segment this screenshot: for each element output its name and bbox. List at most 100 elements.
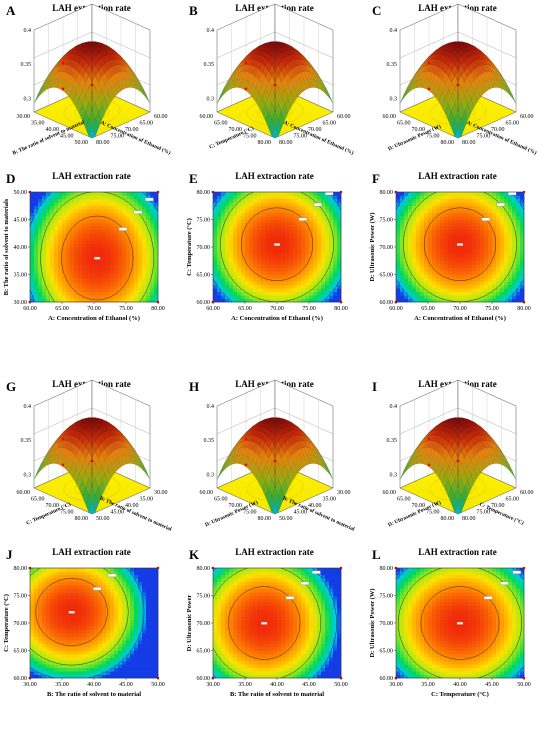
- heatmap-cell: [86, 288, 90, 292]
- heatmap-cell: [46, 261, 50, 265]
- design-point: [62, 87, 65, 90]
- heatmap-cell: [154, 240, 158, 244]
- heatmap-cell: [452, 230, 456, 234]
- heatmap-cell: [508, 254, 512, 258]
- heatmap-cell: [301, 213, 305, 217]
- heatmap-cell: [90, 195, 94, 199]
- heatmap-cell: [305, 237, 309, 241]
- heatmap-cell: [516, 192, 520, 196]
- heatmap-cell: [249, 281, 253, 285]
- heatmap-cell: [34, 240, 38, 244]
- heatmap-cell: [337, 237, 341, 241]
- contour-value-marker: [134, 211, 142, 214]
- heatmap-cell: [78, 206, 82, 210]
- heatmap-cell: [508, 261, 512, 265]
- heatmap-cell: [269, 247, 273, 251]
- heatmap-cell: [440, 257, 444, 261]
- heatmap-cell: [309, 275, 313, 279]
- heatmap-cell: [130, 285, 134, 289]
- heatmap-cell: [428, 199, 432, 203]
- heatmap-cell: [82, 223, 86, 227]
- heatmap-cell: [480, 292, 484, 296]
- heatmap-cell: [317, 216, 321, 220]
- heatmap-cell: [321, 257, 325, 261]
- heatmap-cell: [62, 285, 66, 289]
- heatmap-cell: [229, 261, 233, 265]
- heatmap-cell: [237, 230, 241, 234]
- heatmap-cell: [265, 261, 269, 265]
- heatmap-cell: [408, 275, 412, 279]
- heatmap-cell: [444, 271, 448, 275]
- heatmap-cell: [130, 281, 134, 285]
- heatmap-cell: [134, 281, 138, 285]
- heatmap-cell: [476, 288, 480, 292]
- heatmap-cell: [448, 271, 452, 275]
- heatmap-cell: [428, 288, 432, 292]
- heatmap-cell: [146, 261, 150, 265]
- heatmap-cell: [249, 233, 253, 237]
- heatmap-cell: [217, 275, 221, 279]
- heatmap-cell: [213, 230, 217, 234]
- heatmap-cell: [94, 237, 98, 241]
- heatmap-cell: [504, 281, 508, 285]
- heatmap-cell: [464, 199, 468, 203]
- heatmap-cell: [293, 202, 297, 206]
- heatmap-cell: [34, 223, 38, 227]
- heatmap-cell: [281, 285, 285, 289]
- heatmap-cell: [82, 244, 86, 248]
- heatmap-cell: [74, 199, 78, 203]
- heatmap-cell: [114, 237, 118, 241]
- heatmap-cell: [273, 268, 277, 272]
- heatmap-cell: [38, 292, 42, 296]
- heatmap-cell: [317, 268, 321, 272]
- heatmap-cell: [66, 192, 70, 196]
- heatmap-cell: [500, 223, 504, 227]
- heatmap-cell: [333, 226, 337, 230]
- heatmap-cell: [213, 216, 217, 220]
- heatmap-cell: [448, 240, 452, 244]
- heatmap-cell: [249, 275, 253, 279]
- y-tick-label: 70.00: [380, 245, 394, 251]
- heatmap-cell: [420, 216, 424, 220]
- heatmap-cell: [512, 285, 516, 289]
- heatmap-cell: [285, 223, 289, 227]
- heatmap-cell: [229, 233, 233, 237]
- heatmap-cell: [468, 233, 472, 237]
- heatmap-cell: [428, 278, 432, 282]
- heatmap-cell: [54, 216, 58, 220]
- heatmap-cell: [142, 254, 146, 258]
- heatmap-cell: [38, 220, 42, 224]
- heatmap-cell: [305, 285, 309, 289]
- heatmap-cell: [313, 254, 317, 258]
- heatmap-cell: [416, 261, 420, 265]
- y-tick-label: 35.00: [14, 273, 28, 279]
- heatmap-cell: [249, 199, 253, 203]
- design-point: [245, 61, 248, 64]
- heatmap-cell: [508, 226, 512, 230]
- heatmap-cell: [484, 237, 488, 241]
- heatmap-cell: [337, 216, 341, 220]
- heatmap-cell: [146, 209, 150, 213]
- heatmap-cell: [217, 209, 221, 213]
- heatmap-cell: [225, 250, 229, 254]
- heatmap-cell: [496, 233, 500, 237]
- heatmap-cell: [281, 223, 285, 227]
- heatmap-cell: [301, 261, 305, 265]
- heatmap-cell: [50, 233, 54, 237]
- heatmap-cell: [333, 264, 337, 268]
- heatmap-cell: [444, 199, 448, 203]
- heatmap-cell: [496, 247, 500, 251]
- heatmap-cell: [265, 216, 269, 220]
- heatmap-cell: [396, 237, 400, 241]
- heatmap-cell: [221, 240, 225, 244]
- heatmap-cell: [420, 278, 424, 282]
- heatmap-cell: [472, 195, 476, 199]
- heatmap-cell: [452, 220, 456, 224]
- heatmap-cell: [500, 264, 504, 268]
- heatmap-cell: [277, 226, 281, 230]
- heatmap-cell: [221, 268, 225, 272]
- heatmap-cell: [134, 202, 138, 206]
- heatmap-cell: [126, 250, 130, 254]
- heatmap-cell: [130, 226, 134, 230]
